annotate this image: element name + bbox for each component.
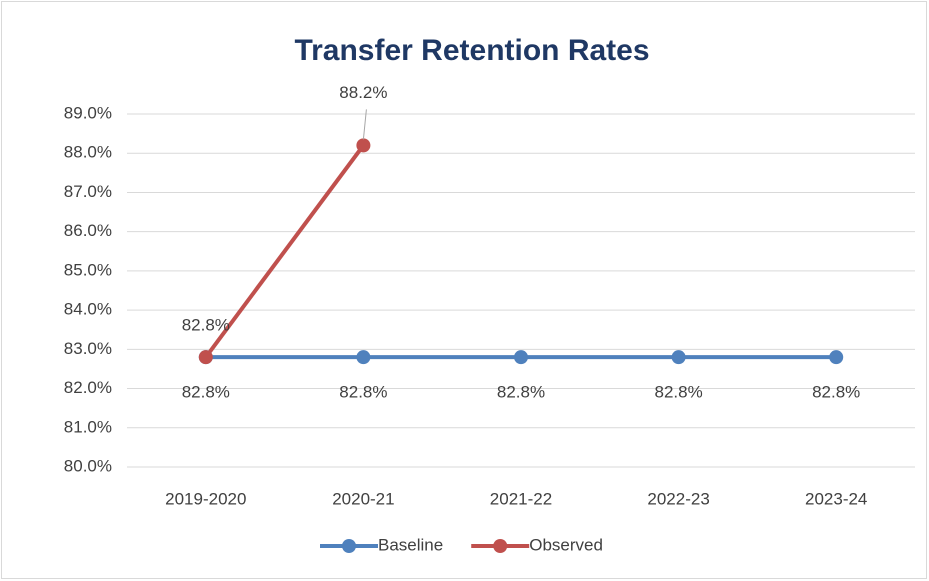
chart-title: Transfer Retention Rates	[294, 34, 649, 67]
x-tick-label: 2019-2020	[165, 489, 246, 508]
y-tick-label: 87.0%	[64, 182, 112, 201]
y-tick-label: 80.0%	[64, 456, 112, 475]
y-tick-label: 88.0%	[64, 143, 112, 162]
data-label: 82.8%	[182, 383, 230, 402]
y-tick-label: 83.0%	[64, 339, 112, 358]
data-label: 82.8%	[339, 383, 387, 402]
y-tick-label: 89.0%	[64, 103, 112, 122]
series-line	[204, 144, 366, 359]
legend-marker	[493, 539, 508, 553]
point	[514, 350, 528, 365]
data-label: 82.8%	[497, 383, 545, 402]
legend-label: Baseline	[378, 535, 443, 554]
x-tick-label: 2021-22	[490, 489, 552, 508]
leader-line	[362, 109, 367, 140]
y-tick-label: 84.0%	[64, 300, 112, 319]
x-tick-label: 2020-21	[332, 489, 394, 508]
legend-label: Observed	[529, 535, 603, 554]
point	[671, 350, 686, 365]
point	[829, 350, 844, 365]
data-label: 82.8%	[654, 383, 702, 402]
point	[356, 350, 371, 365]
x-tick-label: 2022-23	[647, 489, 709, 508]
point	[198, 350, 213, 365]
y-tick-label: 81.0%	[64, 417, 112, 436]
y-tick-label: 86.0%	[64, 221, 112, 240]
x-tick-label: 2023-24	[805, 489, 867, 508]
legend-marker	[342, 539, 356, 553]
y-tick-label: 85.0%	[64, 260, 112, 279]
data-label: 82.8%	[812, 383, 860, 402]
y-tick-label: 82.0%	[64, 378, 112, 397]
data-label: 82.8%	[182, 316, 230, 335]
point	[356, 138, 371, 153]
data-label: 88.2%	[339, 83, 387, 102]
